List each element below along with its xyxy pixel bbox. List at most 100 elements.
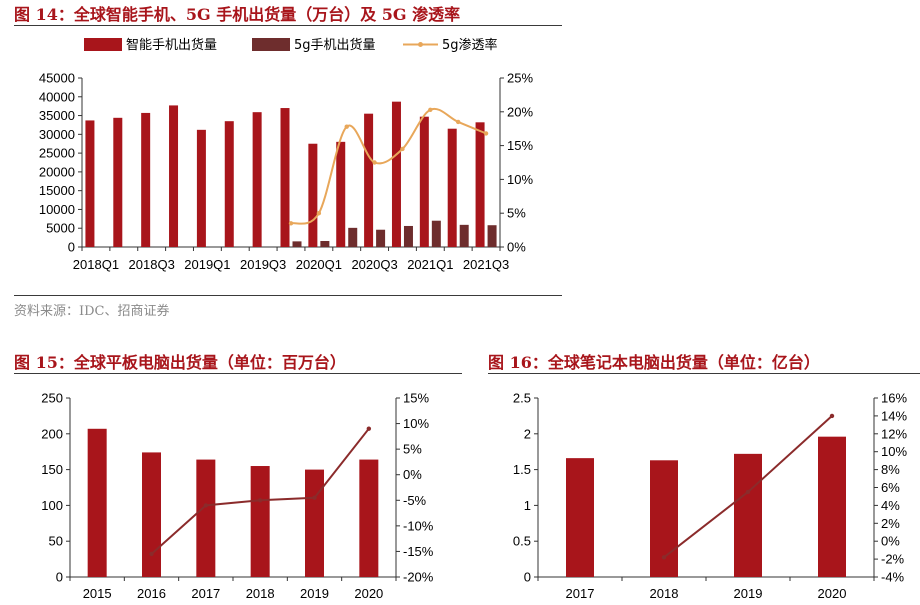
line-series-point — [400, 146, 405, 152]
figure-14-source-rule — [14, 295, 562, 296]
line-series-point — [366, 426, 372, 431]
bar-main — [113, 117, 123, 247]
bar-5g — [320, 240, 330, 247]
left-axis-tick-label: 0 — [524, 570, 531, 585]
x-axis-tick-label: 2020 — [818, 586, 847, 601]
line-series-point — [372, 160, 377, 165]
line-series-point — [456, 119, 461, 125]
left-axis-tick-label: 2.5 — [513, 391, 531, 406]
left-axis-tick-label: 150 — [41, 462, 63, 477]
right-axis-tick-label: 0% — [507, 240, 526, 255]
bar-main — [252, 112, 262, 247]
x-axis-tick-label: 2018Q3 — [129, 257, 175, 272]
right-axis-tick-label: 10% — [507, 172, 533, 187]
left-axis-tick-label: 0 — [68, 240, 75, 255]
right-axis-tick-label: -5% — [403, 493, 427, 508]
x-axis-tick-label: 2019Q3 — [240, 257, 286, 272]
line-series-path — [290, 107, 487, 225]
figure-15-title: 图 15：全球平板电脑出货量（单位：百万台） — [14, 353, 346, 372]
bar-5g — [403, 225, 413, 247]
bar-main — [734, 453, 762, 577]
line-series-point — [745, 489, 751, 495]
right-axis-tick-label: -20% — [403, 570, 434, 585]
right-axis-tick-label: 12% — [881, 426, 907, 441]
x-axis-tick-label: 2019Q1 — [184, 257, 230, 272]
legend-swatch-5g-phone — [252, 38, 290, 51]
x-axis-tick-label: 2019 — [300, 586, 329, 601]
left-axis-tick-label: 45000 — [39, 71, 75, 86]
bar-main — [169, 105, 179, 247]
x-axis-tick-label: 2017 — [191, 586, 220, 601]
bar-5g — [431, 220, 441, 247]
bar-main — [391, 101, 401, 247]
x-axis-tick-label: 2016 — [137, 586, 166, 601]
line-series-point — [428, 107, 433, 112]
left-axis-tick-label: 200 — [41, 426, 63, 441]
x-axis-tick-label: 2017 — [566, 586, 595, 601]
right-axis-tick-label: 8% — [881, 462, 900, 477]
bar-main — [87, 428, 107, 577]
left-axis-tick-label: 10000 — [39, 202, 75, 217]
bar-main — [305, 469, 324, 577]
x-axis-tick-label: 2020 — [354, 586, 383, 601]
line-series-point — [829, 413, 835, 419]
x-axis-tick-label: 2019 — [734, 586, 763, 601]
left-axis-tick-label: 0 — [56, 570, 63, 585]
bar-main — [224, 121, 234, 247]
left-axis-tick-label: 20000 — [39, 164, 75, 179]
right-axis-tick-label: 5% — [403, 442, 422, 457]
bar-main — [475, 122, 485, 247]
bar-main — [818, 436, 846, 577]
right-axis-tick-label: 25% — [507, 71, 533, 86]
left-axis-tick-label: 1.5 — [513, 462, 531, 477]
right-axis-tick-label: -15% — [403, 544, 434, 559]
figure-15-title-rule — [14, 373, 462, 374]
right-axis-tick-label: 10% — [403, 416, 429, 431]
bar-5g — [292, 241, 302, 247]
right-axis-tick-label: 0% — [403, 467, 422, 482]
x-axis-tick-label: 2021Q1 — [407, 257, 453, 272]
legend-label-5g-penetration: 5g渗透率 — [442, 37, 498, 53]
x-axis-tick-label: 2020Q3 — [351, 257, 397, 272]
left-axis-tick-label: 2 — [524, 426, 531, 441]
chart-smartphone-shipments: 0 5000 10000 15000 20000 25000 30000 35000 40000… — [39, 37, 534, 272]
right-axis-tick-label: 20% — [507, 104, 533, 119]
figure-14-title: 图 14：全球智能手机、5G 手机出货量（万台）及 5G 渗透率 — [14, 5, 461, 24]
bar-main — [196, 129, 206, 247]
left-axis-tick-label: 35000 — [39, 108, 75, 123]
line-series-point — [312, 495, 317, 500]
line-series-point — [149, 551, 154, 557]
legend-label-5g-phone: 5g手机出货量 — [294, 37, 376, 53]
bar-main — [308, 143, 318, 247]
x-axis-tick-label: 2021Q3 — [463, 257, 509, 272]
left-axis-tick-label: 100 — [41, 498, 63, 513]
line-series-point — [203, 503, 209, 508]
line-series-point — [257, 498, 263, 503]
bar-main — [250, 466, 270, 577]
bar-main — [336, 141, 346, 247]
left-axis-tick-label: 50 — [49, 534, 63, 549]
left-axis-tick-label: 5000 — [46, 221, 75, 236]
bar-main — [359, 459, 379, 577]
right-axis-tick-label: 15% — [403, 391, 429, 406]
line-series-point — [661, 555, 667, 560]
bar-5g — [487, 225, 497, 247]
x-axis-tick-label: 2018 — [650, 586, 679, 601]
x-axis-tick-label: 2018 — [246, 586, 275, 601]
line-series-point — [316, 211, 322, 216]
legend-marker-5g-penetration — [418, 42, 423, 47]
right-axis-tick-label: 14% — [881, 408, 907, 423]
bar-5g — [348, 227, 358, 247]
bar-main — [280, 108, 290, 248]
right-axis-tick-label: 6% — [881, 480, 900, 495]
left-axis-tick-label: 250 — [41, 391, 63, 406]
right-axis-tick-label: 2% — [881, 516, 900, 531]
left-axis-tick-label: 40000 — [39, 89, 75, 104]
chart-tablet-shipments: 0 50 100 150 200 250 -20% -15% -10% -5% 0% 5% 10% 15%… — [41, 391, 434, 602]
line-series-point — [288, 221, 294, 226]
figure-14-source: 资料来源：IDC、招商证券 — [14, 304, 170, 319]
left-axis-tick-label: 0.5 — [513, 534, 531, 549]
right-axis-tick-label: -4% — [881, 570, 905, 585]
left-axis-tick-label: 25000 — [39, 146, 75, 161]
legend-label-smartphone: 智能手机出货量 — [126, 37, 217, 53]
